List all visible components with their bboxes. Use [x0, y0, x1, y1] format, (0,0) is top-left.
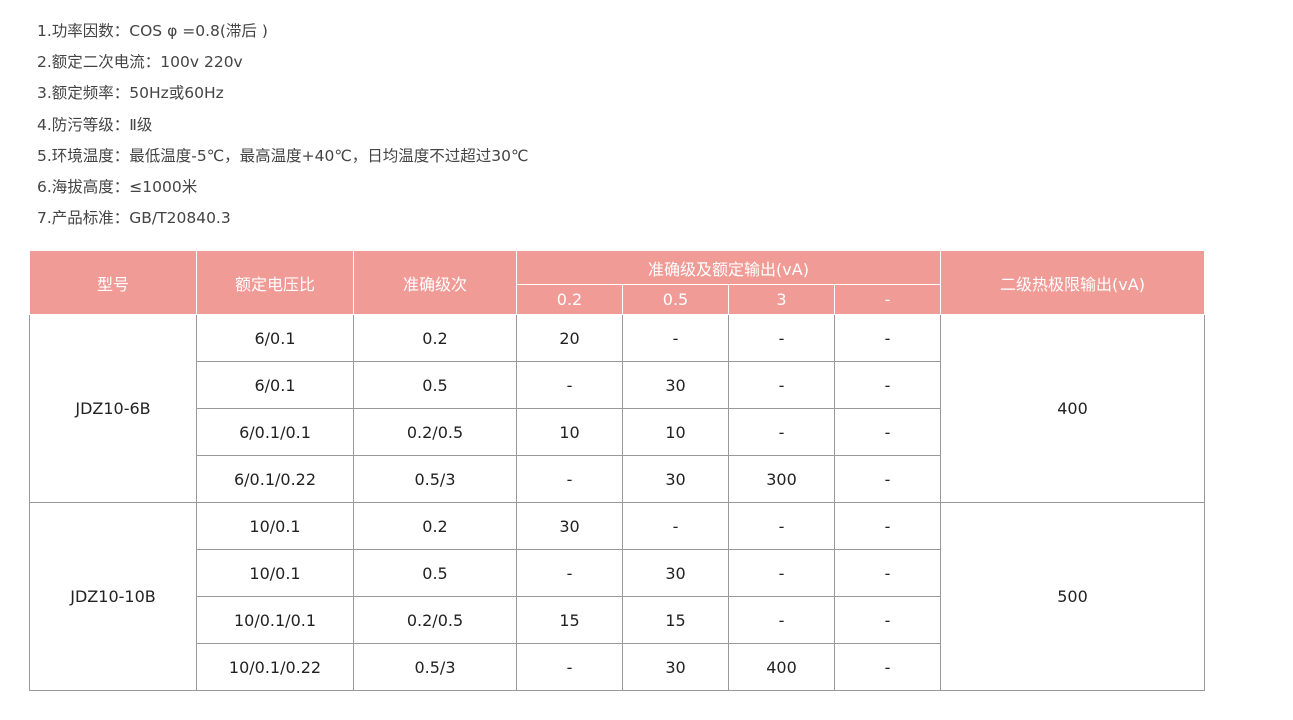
table-row: 10/0.1/0.1 0.2/0.5 15 15- - [30, 596, 1205, 644]
spec-item: 7.产品标准：GB/T20840.3 [37, 209, 231, 228]
table-cell: - [516, 643, 623, 691]
header-output-group: 准确级及额定输出(vA) [516, 250, 941, 285]
table-cell: - [834, 455, 941, 503]
header-sub: 0.5 [622, 284, 729, 315]
header-sub: 0.2 [516, 284, 623, 315]
header-sub: 3 [728, 284, 835, 315]
table-cell: 10/0.1 [196, 549, 354, 597]
table-cell: - [728, 408, 835, 456]
table-cell: 30 [622, 643, 729, 691]
spec-item: 2.额定二次电流：100v 220v [37, 53, 243, 72]
model-cell: JDZ10-6B [29, 314, 197, 503]
table-row: JDZ10-6B 6/0.1 0.2 20- - -400 [29, 314, 1205, 503]
table-cell: 15 [516, 596, 623, 644]
table-cell: 0.2 [353, 502, 517, 550]
header-accuracy: 准确级次 [353, 250, 517, 315]
table-row: 6/0.1 0.5-30- - [30, 361, 1205, 409]
table-cell: 10/0.1/0.1 [196, 596, 354, 644]
table-cell: 20 [516, 314, 623, 362]
thermal-cell: 400 [940, 314, 1205, 503]
table-cell: - [834, 361, 941, 409]
table-cell: - [834, 643, 941, 691]
table-cell: 10/0.1/0.22 [196, 643, 354, 691]
table-cell: - [728, 549, 835, 597]
table-cell: 30 [516, 502, 623, 550]
table-cell: - [834, 502, 941, 550]
table-cell: 6/0.1 [196, 361, 354, 409]
spec-item: 3.额定频率：50Hz或60Hz [37, 84, 224, 103]
table-cell: - [516, 455, 623, 503]
table-row: 10/0.1 0.5-30- - [30, 549, 1205, 597]
table-cell: - [516, 549, 623, 597]
table-cell: - [728, 596, 835, 644]
table-cell: - [728, 361, 835, 409]
table-cell: 10 [516, 408, 623, 456]
table-cell: 30 [622, 361, 729, 409]
table-cell: 0.5/3 [353, 455, 517, 503]
table-cell: 0.2 [353, 314, 517, 362]
table-row: JDZ10-10B 10/0.1 0.2 30- - -500 [29, 502, 1205, 691]
table-cell: - [728, 502, 835, 550]
spec-list: 1.功率因数：COS φ =0.8(滞后 ) 2.额定二次电流：100v 220… [37, 16, 528, 234]
table-cell: 300 [728, 455, 835, 503]
table-cell: 6/0.1 [196, 314, 354, 362]
model-cell: JDZ10-10B [29, 502, 197, 691]
table-cell: 0.2/0.5 [353, 596, 517, 644]
table-cell: 0.5 [353, 361, 517, 409]
table-cell: - [834, 408, 941, 456]
spec-item: 5.环境温度：最低温度-5℃，最高温度+40℃，日均温度不过超过30℃ [37, 146, 529, 165]
spec-item: 1.功率因数：COS φ =0.8(滞后 ) [37, 22, 268, 40]
table-cell: - [834, 549, 941, 597]
table-cell: 15 [622, 596, 729, 644]
table-cell: - [728, 314, 835, 362]
header-ratio: 额定电压比 [196, 250, 354, 315]
table-cell: 30 [622, 549, 729, 597]
table-cell: 0.5 [353, 549, 517, 597]
table-cell: 6/0.1/0.1 [196, 408, 354, 456]
header-thermal: 二级热极限输出(vA) [940, 250, 1205, 315]
thermal-cell: 500 [940, 502, 1205, 691]
table-cell: - [622, 502, 729, 550]
header-model: 型号 [29, 250, 197, 315]
table-row: 10/0.1/0.22 0.5/3-30 400- [30, 643, 1205, 691]
table-cell: 0.2/0.5 [353, 408, 517, 456]
spec-item: 6.海拔高度：≤1000米 [37, 178, 198, 197]
table-cell: - [516, 361, 623, 409]
table-cell: - [834, 596, 941, 644]
spec-item: 4.防污等级：Ⅱ级 [37, 115, 153, 134]
table-cell: - [622, 314, 729, 362]
header-sub: - [834, 284, 941, 315]
table-cell: 30 [622, 455, 729, 503]
spec-table: 型号 额定电压比 准确级次 准确级及额定输出(vA) 二级热极限输出(vA) 0… [29, 250, 1205, 691]
table-cell: 6/0.1/0.22 [196, 455, 354, 503]
table-cell: 400 [728, 643, 835, 691]
table-cell: - [834, 314, 941, 362]
table-cell: 10/0.1 [196, 502, 354, 550]
table-cell: 10 [622, 408, 729, 456]
table-cell: 0.5/3 [353, 643, 517, 691]
